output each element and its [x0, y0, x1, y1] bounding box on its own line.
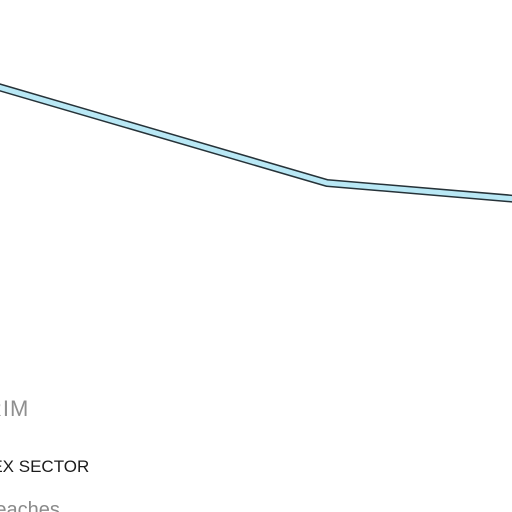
district-label: RIM — [0, 396, 30, 421]
road-casing — [0, 83, 512, 203]
road[interactable] — [0, 84, 512, 202]
sector-label: VEX SECTOR — [0, 457, 90, 476]
area-label: Beaches — [0, 499, 60, 512]
